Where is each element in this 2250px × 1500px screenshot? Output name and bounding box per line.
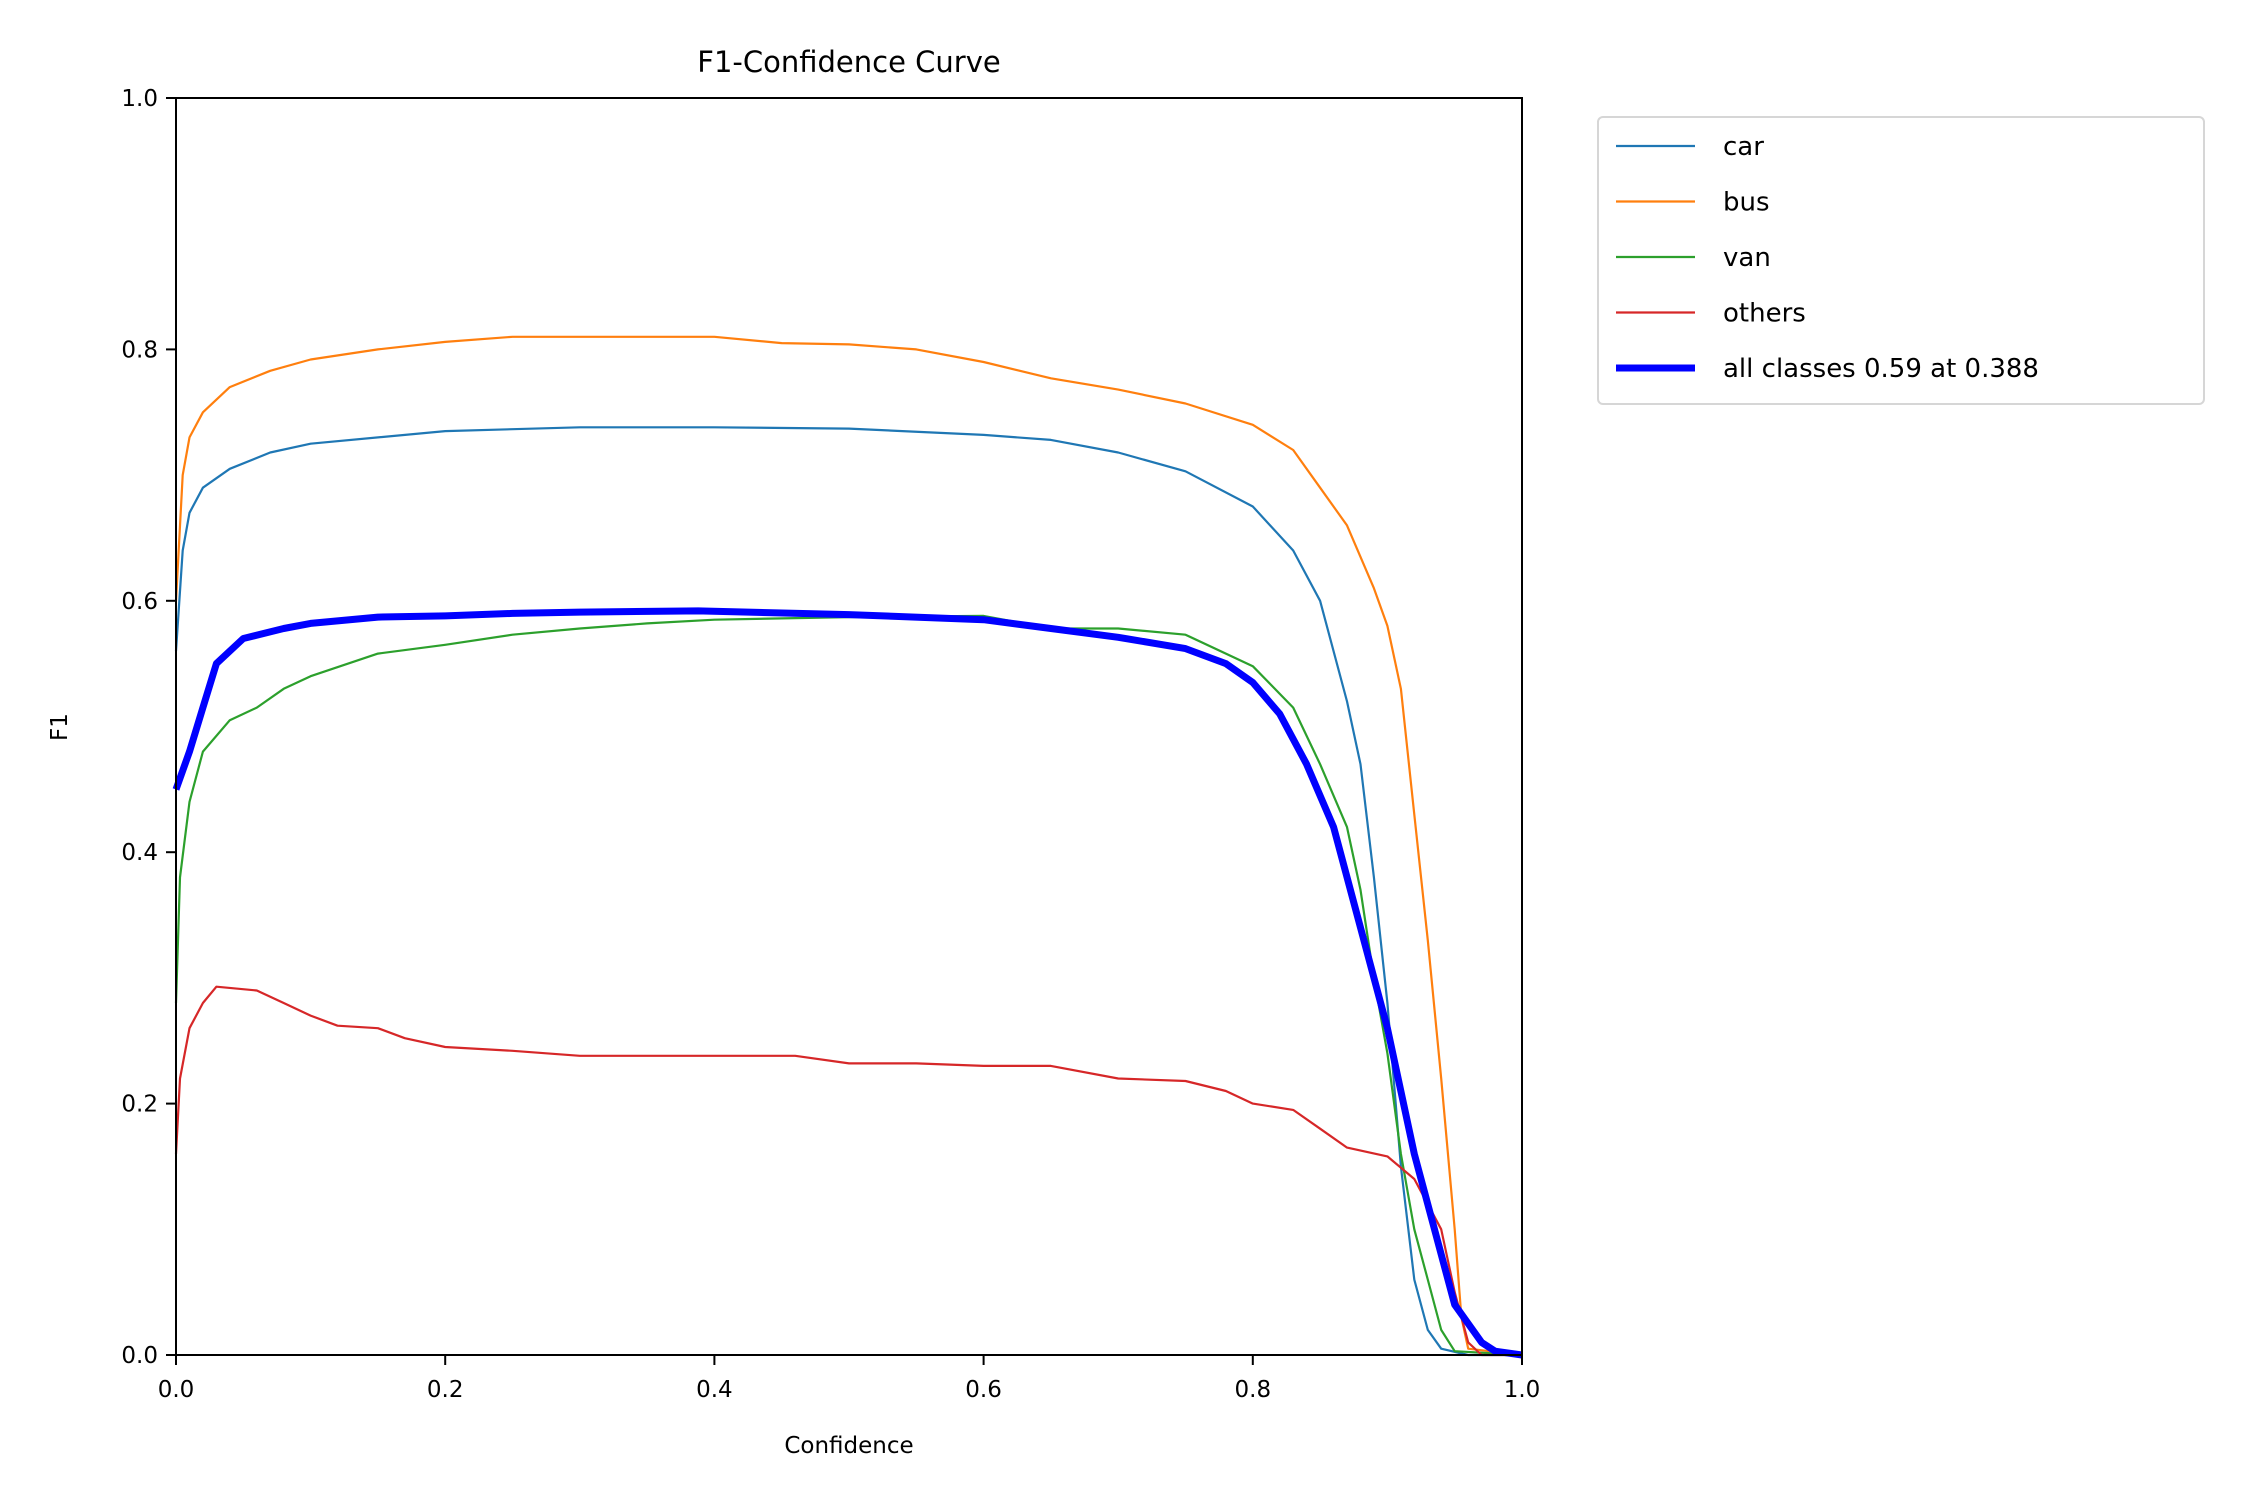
series-line-others xyxy=(174,985,1522,1357)
series-line-car xyxy=(174,426,1522,1357)
series-line-van xyxy=(174,614,1523,1357)
series-line-bus xyxy=(174,335,1523,1357)
y-axis-label: F1 xyxy=(47,713,73,741)
plot-frame xyxy=(175,97,1523,1356)
y-tick-label: 0.8 xyxy=(121,337,158,363)
x-axis: 0.0 0.2 0.4 0.6 0.8 1.0 xyxy=(158,1355,1541,1403)
y-tick-label: 1.0 xyxy=(121,86,158,112)
x-tick-label: 1.0 xyxy=(1504,1377,1541,1403)
legend-label: bus xyxy=(1723,188,1770,218)
x-axis-label: Confidence xyxy=(784,1433,913,1459)
x-tick-label: 0.8 xyxy=(1235,1377,1272,1403)
series-line-all-classes xyxy=(172,607,1523,1359)
legend-label: others xyxy=(1723,299,1806,329)
y-tick-label: 0.0 xyxy=(121,1343,158,1369)
x-tick-label: 0.6 xyxy=(965,1377,1002,1403)
x-tick-label: 0.2 xyxy=(427,1377,464,1403)
legend-label: car xyxy=(1723,132,1764,162)
legend: car bus van others all classes 0.59 at 0.388 xyxy=(1597,116,2205,405)
y-tick-label: 0.4 xyxy=(121,840,158,866)
legend-label: van xyxy=(1723,243,1771,273)
legend-frame xyxy=(1597,116,2205,405)
legend-label: all classes 0.59 at 0.388 xyxy=(1723,354,2039,384)
y-tick-label: 0.6 xyxy=(121,589,158,615)
y-tick-label: 0.2 xyxy=(121,1092,158,1118)
x-tick-label: 0.0 xyxy=(158,1377,195,1403)
y-axis: 0.0 0.2 0.4 0.6 0.8 1.0 xyxy=(121,86,176,1369)
x-tick-label: 0.4 xyxy=(696,1377,733,1403)
series-layer xyxy=(172,335,1523,1359)
chart-title: F1-Confidence Curve xyxy=(697,45,1000,79)
